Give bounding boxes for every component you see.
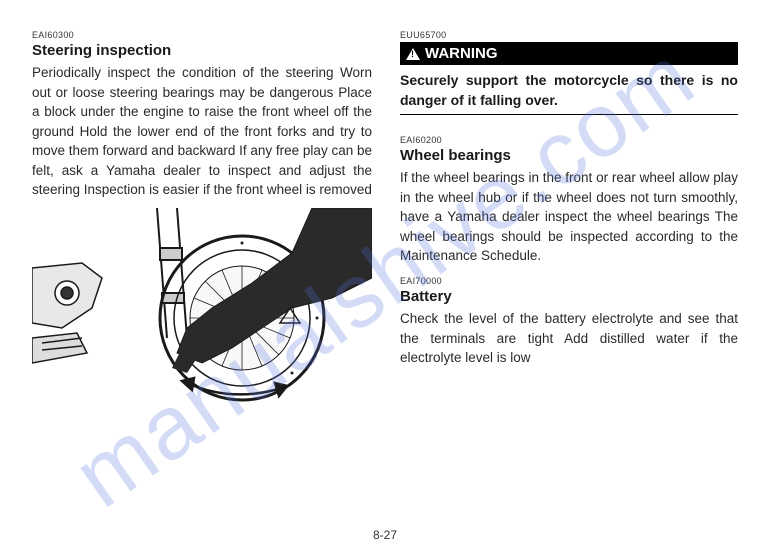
right-column: EUU65700 WARNING Securely support the mo… xyxy=(400,30,738,403)
warning-triangle-icon xyxy=(406,48,420,60)
section-code: EAI70000 xyxy=(400,276,738,286)
warning-body: Securely support the motorcycle so there… xyxy=(400,71,738,115)
steering-heading: Steering inspection xyxy=(32,42,372,59)
steering-illustration xyxy=(32,208,372,403)
left-column: EAI60300 Steering inspection Periodicall… xyxy=(32,30,372,403)
warning-label: WARNING xyxy=(425,45,498,62)
wheel-bearings-heading: Wheel bearings xyxy=(400,147,738,164)
battery-heading: Battery xyxy=(400,288,738,305)
page-content: EAI60300 Steering inspection Periodicall… xyxy=(0,0,770,423)
warning-code: EUU65700 xyxy=(400,30,738,40)
page-number: 8-27 xyxy=(373,528,397,542)
steering-body: Periodically inspect the condition of th… xyxy=(32,63,372,200)
wheel-bearings-body: If the wheel bearings in the front or re… xyxy=(400,168,738,266)
section-code: EAI60200 xyxy=(400,135,738,145)
warning-badge: WARNING xyxy=(400,42,738,65)
battery-body: Check the level of the battery electroly… xyxy=(400,309,738,368)
section-code: EAI60300 xyxy=(32,30,372,40)
